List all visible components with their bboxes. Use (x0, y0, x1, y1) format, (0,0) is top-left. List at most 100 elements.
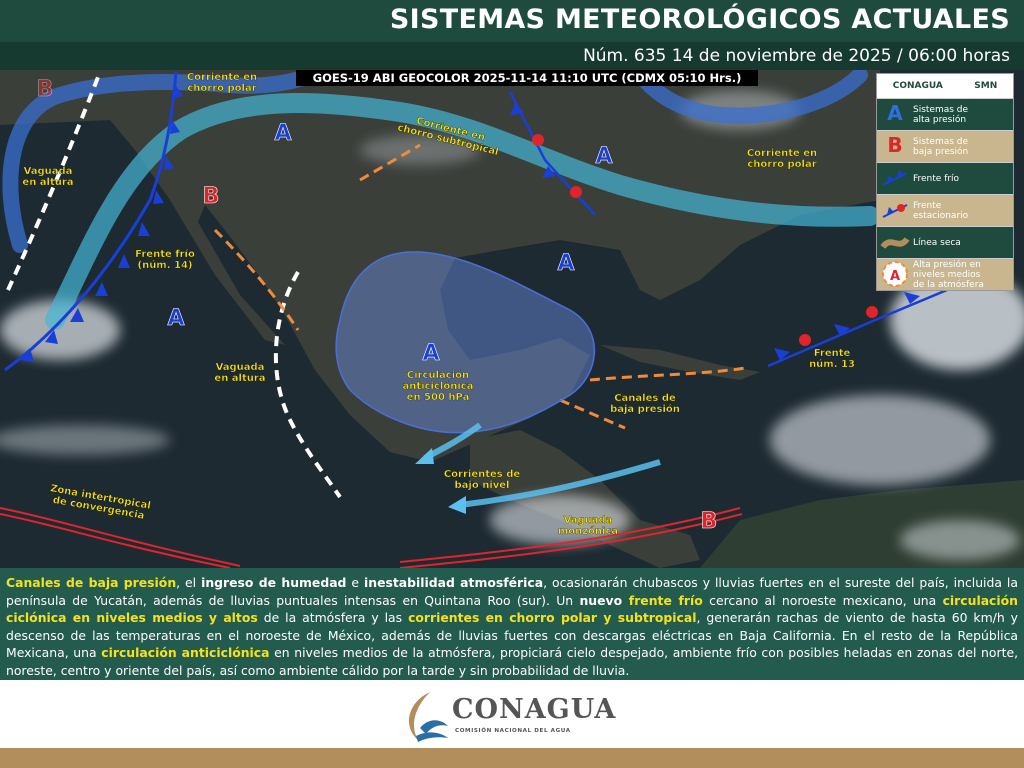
cold-front-14 (4, 71, 178, 372)
itcz (0, 507, 241, 568)
description: Canales de baja presión, el ingreso de h… (0, 568, 1024, 680)
legend-icon: A (882, 261, 908, 287)
subtitle: Núm. 635 14 de noviembre de 2025 / 06:00… (583, 46, 1010, 66)
map-label: núm. 13 (809, 358, 855, 370)
footer-logo (408, 692, 448, 742)
low-level-current (459, 459, 661, 508)
land (0, 70, 880, 462)
trough-low (559, 398, 626, 430)
legend-row: Frente estacionario (877, 194, 1013, 226)
map-label: Vaguada (216, 362, 265, 373)
polar-jet (2, 70, 318, 253)
legend-symbol: A (887, 101, 903, 125)
caption-bg (296, 70, 758, 86)
map-label: Frente (814, 348, 851, 359)
trough-low (359, 143, 421, 182)
map-label: en 500 hPa (407, 392, 470, 403)
legend-line: baja presión (913, 146, 969, 157)
system-letter: A (274, 121, 291, 146)
legend-icon (882, 170, 908, 186)
subtitle-bar: Núm. 635 14 de noviembre de 2025 / 06:00… (0, 42, 1024, 70)
map-label: baja presión (610, 403, 680, 415)
footer: CONAGUA COMISIÓN NACIONAL DEL AGUA (0, 680, 1024, 748)
description-text: inestabilidad atmosférica (364, 575, 544, 590)
system-letter: A (595, 144, 612, 169)
title: SISTEMAS METEOROLÓGICOS ACTUALES (389, 4, 1010, 35)
systems: A A A A A B B B (36, 77, 718, 535)
legend-row: A Sistemas de alta presión (877, 98, 1013, 130)
map-label: Corriente en (187, 72, 257, 83)
legend-icon: A (887, 101, 903, 125)
description-text: de la atmósfera y las (257, 610, 409, 626)
map-label: chorro polar (747, 159, 816, 170)
legend-brand: CONAGUA SMN (877, 74, 1013, 98)
map-label: Corrientes de (444, 469, 521, 480)
map-label: bajo nivel (455, 480, 510, 491)
map-label: Vaguada (564, 515, 613, 526)
legend-line: Alta presión en (913, 259, 981, 270)
legend-icon (882, 204, 908, 218)
caption: GOES-19 ABI GEOCOLOR 2025-11-14 11:10 UT… (313, 71, 742, 85)
legend-text: Alta presión en niveles medios de la atmós… (913, 260, 984, 290)
polar-jet-east (637, 70, 868, 124)
map-label: monzónica (558, 525, 618, 537)
trough (6, 71, 102, 291)
system-letter: B (203, 184, 220, 209)
map-label: Vaguada (24, 166, 73, 177)
legend-line: de la atmósfera (913, 279, 984, 290)
legend-text: Frente estacionario (913, 201, 968, 221)
map-label: Canales de (614, 393, 676, 404)
legend-line: niveles medios (913, 269, 981, 280)
legend-row: B Sistemas de baja presión (877, 130, 1013, 162)
description-text: nuevo (579, 592, 629, 608)
description-text: frente frío (628, 592, 703, 608)
system-letter: A (422, 341, 439, 366)
arrow-head (448, 496, 466, 514)
map-label: Frente frío (135, 248, 195, 260)
legend-line: Frente (913, 200, 942, 211)
description-text: e (346, 575, 364, 590)
description-text: corrientes en chorro polar y subtropical (408, 610, 697, 626)
legend-line: Sistemas de (913, 136, 969, 147)
legend-row: Línea seca (877, 226, 1013, 258)
description-text: cercano al noroeste mexicano, una (702, 592, 943, 608)
footer-tagline: COMISIÓN NACIONAL DEL AGUA (455, 728, 571, 734)
legend-text: Sistemas de alta presión (913, 105, 968, 125)
gold-bar (0, 748, 1024, 768)
system-letter: A (557, 251, 574, 276)
legend-line: alta presión (913, 114, 967, 125)
stationary-teeth (510, 104, 582, 198)
legend-row: Frente frío (877, 162, 1013, 194)
arrow-head (415, 448, 434, 464)
system-letter: B (701, 509, 718, 534)
legend-symbol: B (887, 133, 902, 157)
front-teeth (20, 84, 183, 362)
footer-brand: CONAGUA (452, 694, 617, 725)
legend-text: Línea seca (913, 238, 961, 248)
legend-row: A Alta presión en niveles medios de la atmó… (877, 258, 1013, 290)
description-text: , el (176, 575, 202, 590)
legend-brand-text: SMN (974, 81, 998, 91)
description-text: ingreso de humedad (201, 575, 347, 590)
map-label: Corriente en (747, 148, 817, 159)
legend-icon (880, 237, 910, 249)
map-label: en altura (22, 177, 73, 188)
system-letter: B (37, 77, 54, 102)
description-text: en niveles medios de la atmósfera, propi… (6, 645, 1019, 678)
map-label: en altura (214, 373, 265, 384)
monsoon-trough (399, 507, 743, 568)
legend: CONAGUA SMN A Sistemas de alta presión B Siste… (876, 73, 1014, 291)
legend-text: Sistemas de baja presión (913, 137, 968, 157)
description-text: circulación anticiclónica (101, 645, 270, 661)
map-label: Circulación (407, 369, 469, 381)
description-text: , ocasionarán chubascos y lluvias fuerte… (6, 575, 1018, 608)
legend-line: Frente frío (913, 173, 960, 184)
legend-text: Frente frío (913, 174, 959, 184)
legend-line: Línea seca (913, 237, 961, 248)
subtropical-jet (45, 93, 880, 330)
description-text: , generarán rachas de viento de hasta 60… (6, 610, 1018, 661)
legend-line: Sistemas de (913, 104, 969, 115)
system-letter: A (167, 306, 184, 331)
legend-brand-text: CONAGUA (892, 81, 943, 91)
